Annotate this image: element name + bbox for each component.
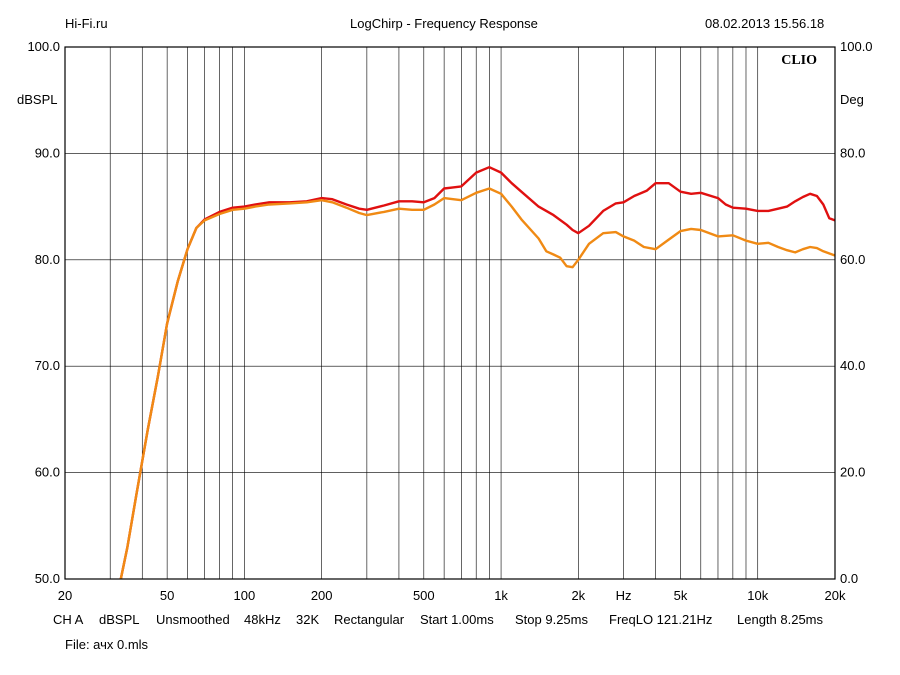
setting-item: dBSPL: [99, 612, 140, 627]
y2-tick-label: 40.0: [840, 358, 865, 373]
x-axis-label: Hz: [616, 588, 632, 603]
x-tick-label: 20: [58, 588, 72, 603]
x-tick-label: 50: [160, 588, 174, 603]
setting-item: FreqLO 121.21Hz: [609, 612, 713, 627]
setting-item: Start 1.00ms: [420, 612, 494, 627]
setting-item: 48kHz: [244, 612, 281, 627]
file-name: File: ачх 0.mls: [65, 637, 149, 652]
y2-axis-label: Deg: [840, 92, 864, 107]
y-tick-label: 100.0: [27, 39, 60, 54]
x-tick-label: 20k: [825, 588, 846, 603]
series-line-2: [119, 187, 836, 580]
y-tick-label: 60.0: [35, 465, 60, 480]
plot-frame: [64, 46, 836, 580]
series-lines: [119, 165, 836, 580]
y-tick-label: 90.0: [35, 145, 60, 160]
tick-labels: 100.0 90.0 80.0 70.0 60.0 50.0 100.0 80.0 60.0 40…: [17, 39, 873, 603]
y-tick-label: 50.0: [35, 571, 60, 586]
clio-logo: CLIO: [781, 53, 817, 68]
setting-item: Rectangular: [334, 612, 405, 627]
y2-tick-label: 20.0: [840, 465, 865, 480]
x-tick-label: 1k: [494, 588, 508, 603]
x-tick-label: 2k: [571, 588, 585, 603]
setting-item: CH A: [53, 612, 84, 627]
grid-lines: [65, 47, 835, 579]
chart-title: LogChirp - Frequency Response: [350, 16, 538, 31]
x-tick-label: 200: [311, 588, 333, 603]
y-tick-label: 80.0: [35, 252, 60, 267]
setting-item: Unsmoothed: [156, 612, 230, 627]
x-tick-label: 100: [234, 588, 256, 603]
setting-item: Length 8.25ms: [737, 612, 824, 627]
y2-tick-label: 80.0: [840, 145, 865, 160]
x-tick-label: 5k: [674, 588, 688, 603]
setting-item: Stop 9.25ms: [515, 612, 588, 627]
y2-tick-label: 60.0: [840, 252, 865, 267]
x-tick-label: 500: [413, 588, 435, 603]
y-tick-label: 70.0: [35, 358, 60, 373]
timestamp: 08.02.2013 15.56.18: [705, 16, 825, 31]
y-axis-label: dBSPL: [17, 92, 57, 107]
series-line-1: [119, 165, 836, 580]
y2-tick-label: 0.0: [840, 571, 858, 586]
y2-tick-label: 100.0: [840, 39, 873, 54]
source-label: Hi-Fi.ru: [65, 16, 108, 31]
setting-item: 32K: [296, 612, 320, 627]
x-tick-label: 10k: [747, 588, 768, 603]
